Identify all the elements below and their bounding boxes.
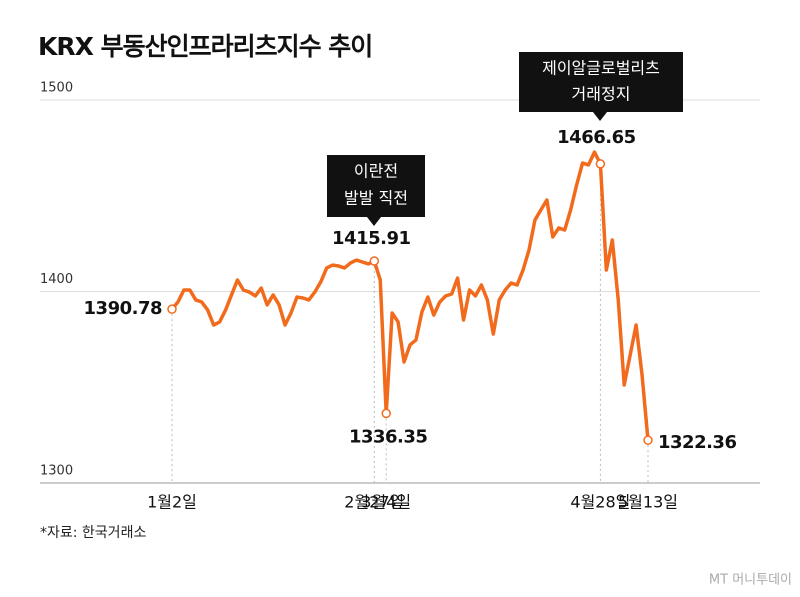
watermark: MT 머니투데이 xyxy=(709,573,792,588)
data-label: 1415.91 xyxy=(332,228,410,249)
data-label: 1466.65 xyxy=(557,127,635,148)
chart-title: KRX 부동산인프라리츠지수 추이 xyxy=(38,32,372,61)
y-tick-label: 1400 xyxy=(40,272,73,287)
x-tick-label: 2월27일 xyxy=(344,493,404,512)
point-marker xyxy=(643,435,653,445)
annotation-pointer xyxy=(367,217,381,226)
annotation-box xyxy=(519,52,683,112)
source: *자료: 한국거래소 xyxy=(40,525,146,541)
point-marker xyxy=(167,304,177,314)
data-label: 1336.35 xyxy=(349,426,427,447)
annotation-box xyxy=(327,155,425,217)
annotation-pointer xyxy=(593,112,607,121)
line xyxy=(170,150,650,441)
point-marker xyxy=(381,408,391,419)
annotation-text: 발발 직전 xyxy=(344,189,408,208)
x-tick-label: 5월13일 xyxy=(618,493,678,512)
point-marker xyxy=(369,256,380,266)
x-tick-label: 4월28일 xyxy=(570,493,630,512)
annotation-text: 제이알글로벌리츠 xyxy=(542,59,660,78)
annotation: 제이알글로벌리츠 거래정지 xyxy=(519,52,683,121)
annotation-text: 거래정지 xyxy=(572,85,631,104)
y-tick-label: 1500 xyxy=(40,81,73,96)
point-marker xyxy=(595,159,606,169)
x-tick-label: 1월2일 xyxy=(147,493,197,512)
data-label: 1322.36 xyxy=(658,432,736,453)
annotation-text: 이란전 xyxy=(354,162,398,181)
data-label: 1390.78 xyxy=(84,298,162,319)
annotation: 이란전 발발 직전 xyxy=(327,155,425,226)
x-tick-label: 3월4일 xyxy=(361,493,411,512)
y-tick-label: 1300 xyxy=(40,464,73,479)
